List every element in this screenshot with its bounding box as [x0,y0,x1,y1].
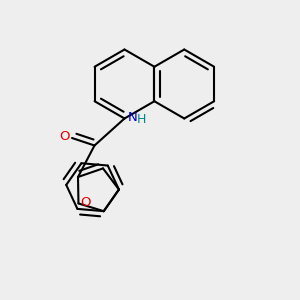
Text: H: H [137,113,147,126]
Text: O: O [59,130,70,143]
Text: N: N [128,111,138,124]
Text: O: O [80,196,90,209]
